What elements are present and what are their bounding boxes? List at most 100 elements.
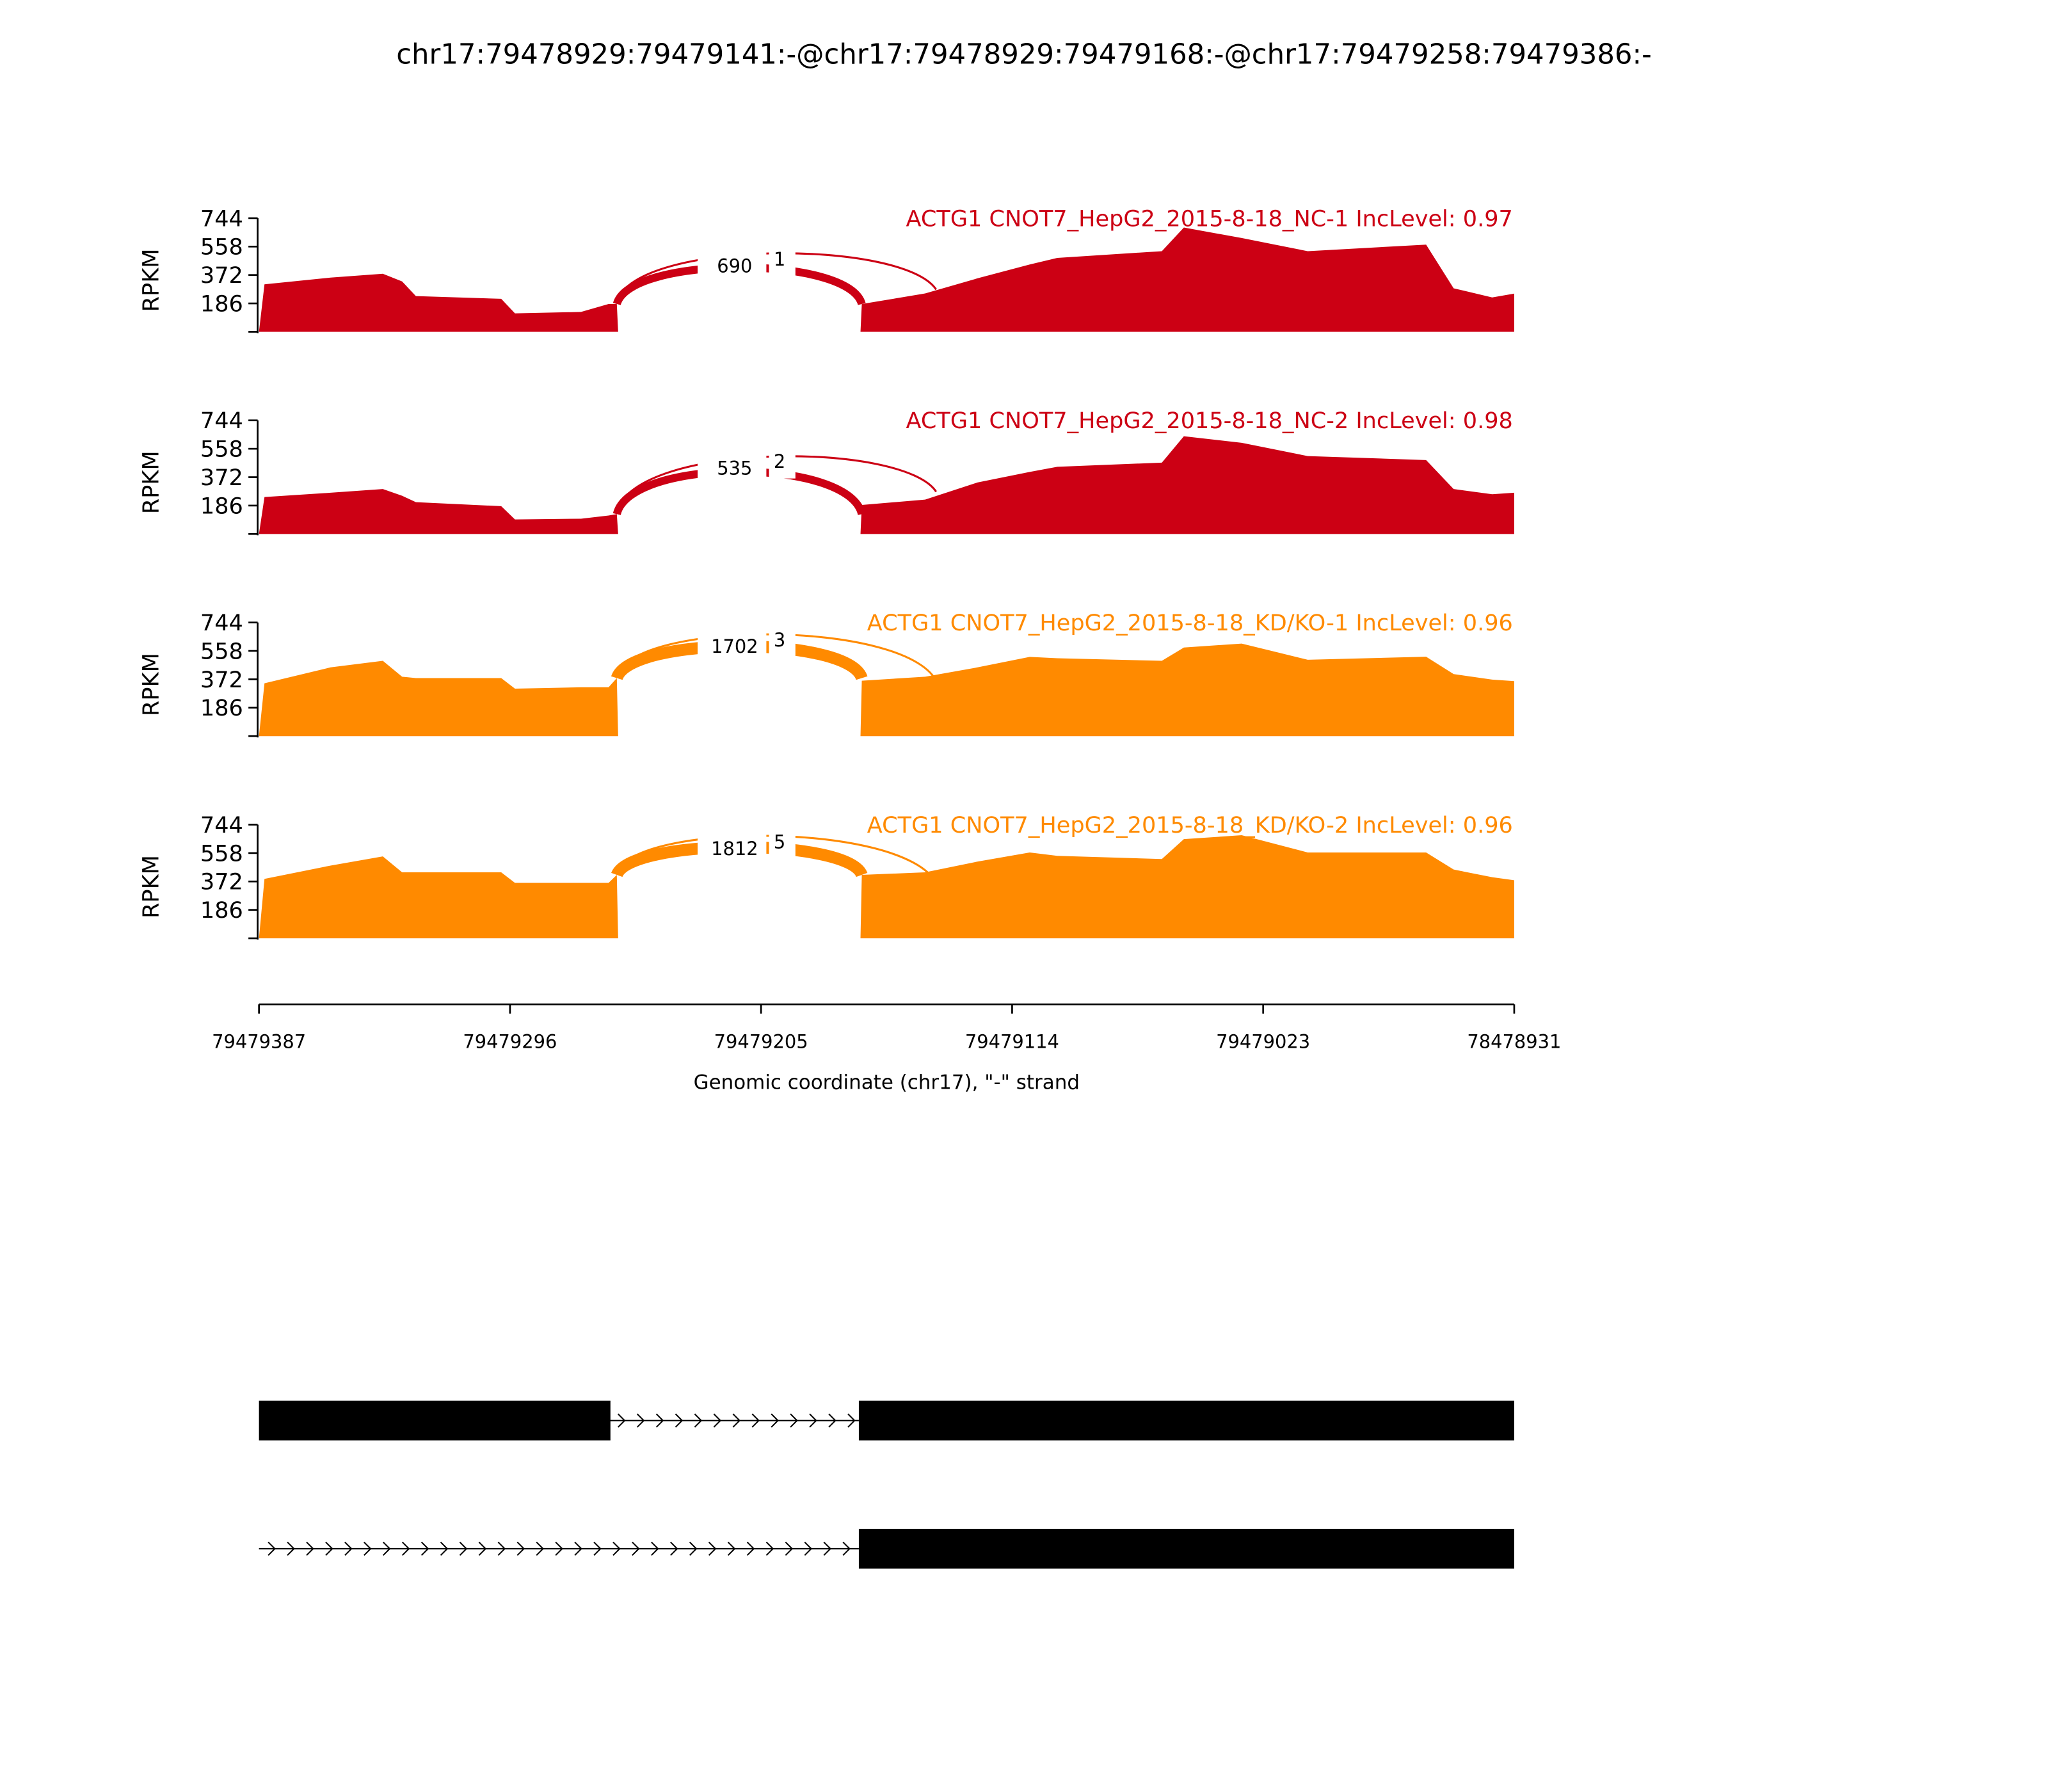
junction-label-box bbox=[698, 630, 767, 660]
strand-arrow-icon bbox=[636, 1413, 645, 1428]
exon-block bbox=[858, 1400, 1514, 1441]
y-tick-label: 744 bbox=[200, 812, 243, 838]
strand-arrow-icon bbox=[713, 1413, 722, 1428]
strand-arrow-icon bbox=[732, 1413, 741, 1428]
strand-arrow-icon bbox=[751, 1413, 760, 1428]
y-tick-label: 744 bbox=[200, 408, 243, 434]
strand-arrow-icon bbox=[809, 1413, 817, 1428]
junction-label-box bbox=[769, 627, 796, 657]
coverage-area bbox=[259, 436, 1514, 534]
strand-arrow-icon bbox=[593, 1541, 602, 1556]
y-tick-label: 372 bbox=[200, 262, 243, 289]
strand-arrow-icon bbox=[727, 1541, 736, 1556]
strand-arrow-icon bbox=[420, 1541, 429, 1556]
y-axis-label: RPKM bbox=[138, 451, 164, 514]
strand-arrow-icon bbox=[785, 1541, 794, 1556]
strand-arrow-icon bbox=[771, 1413, 779, 1428]
gene-model bbox=[259, 1400, 1514, 1441]
junction-label-box bbox=[698, 832, 767, 862]
strand-arrow-icon bbox=[790, 1413, 798, 1428]
sample-label: ACTG1 CNOT7_HepG2_2015-8-18_NC-1 IncLeve… bbox=[906, 205, 1513, 232]
y-tick-label: 558 bbox=[200, 234, 243, 260]
junction-label-box bbox=[769, 829, 796, 860]
strand-arrow-icon bbox=[516, 1541, 525, 1556]
junction-count-label: 2 bbox=[774, 451, 785, 472]
x-tick-label: 78478931 bbox=[1467, 1030, 1561, 1052]
strand-arrow-icon bbox=[574, 1541, 582, 1556]
strand-arrow-icon bbox=[689, 1541, 698, 1556]
strand-arrow-icon bbox=[708, 1541, 717, 1556]
junction-count-label: 3 bbox=[774, 629, 785, 651]
junction-label-box bbox=[769, 247, 796, 276]
strand-arrow-icon bbox=[746, 1541, 755, 1556]
y-tick-label: 372 bbox=[200, 869, 243, 895]
strand-arrow-icon bbox=[401, 1541, 410, 1556]
strand-arrow-icon bbox=[555, 1541, 563, 1556]
coverage-area bbox=[259, 643, 1514, 737]
strand-arrow-icon bbox=[306, 1541, 314, 1556]
y-axis-label: RPKM bbox=[138, 249, 164, 312]
x-tick-label: 79479387 bbox=[212, 1030, 306, 1052]
y-tick-label: 186 bbox=[200, 897, 243, 924]
strand-arrow-icon bbox=[478, 1541, 487, 1556]
y-tick-label: 744 bbox=[200, 610, 243, 636]
y-tick-label: 558 bbox=[200, 638, 243, 664]
strand-arrow-icon bbox=[440, 1541, 449, 1556]
strand-arrow-icon bbox=[382, 1541, 391, 1556]
strand-arrow-icon bbox=[828, 1413, 836, 1428]
junction-count-label: 535 bbox=[717, 457, 752, 479]
x-tick-label: 79479296 bbox=[463, 1030, 557, 1052]
strand-arrow-icon bbox=[675, 1413, 684, 1428]
strand-arrow-icon bbox=[823, 1541, 832, 1556]
strand-arrow-icon bbox=[847, 1413, 856, 1428]
sample-label: ACTG1 CNOT7_HepG2_2015-8-18_NC-2 IncLeve… bbox=[906, 408, 1513, 434]
exon-block bbox=[858, 1528, 1514, 1569]
junction-count-label: 1 bbox=[774, 248, 785, 270]
strand-arrow-icon bbox=[670, 1541, 678, 1556]
junction-label-box bbox=[769, 449, 796, 479]
coverage-area bbox=[259, 227, 1514, 332]
exon-block bbox=[259, 1400, 611, 1441]
y-tick-label: 186 bbox=[200, 493, 243, 519]
y-tick-label: 186 bbox=[200, 695, 243, 721]
gene-model bbox=[259, 1528, 1514, 1569]
y-axis-label: RPKM bbox=[138, 855, 164, 918]
x-tick-label: 79479114 bbox=[965, 1030, 1059, 1052]
junction-count-label: 690 bbox=[717, 255, 752, 277]
strand-arrow-icon bbox=[842, 1541, 851, 1556]
coverage-area bbox=[259, 835, 1514, 939]
strand-arrow-icon bbox=[268, 1541, 276, 1556]
x-axis-label: Genomic coordinate (chr17), "-" strand bbox=[694, 1071, 1080, 1094]
x-tick-label: 79479205 bbox=[714, 1030, 808, 1052]
junction-count-label: 1702 bbox=[711, 636, 758, 657]
strand-arrow-icon bbox=[287, 1541, 295, 1556]
strand-arrow-icon bbox=[536, 1541, 544, 1556]
strand-arrow-icon bbox=[765, 1541, 774, 1556]
gene-models bbox=[259, 1400, 1514, 1569]
junction-count-label: 1812 bbox=[711, 838, 758, 860]
junction-label-box bbox=[698, 452, 767, 481]
strand-arrow-icon bbox=[655, 1413, 664, 1428]
strand-arrow-icon bbox=[459, 1541, 468, 1556]
strand-arrow-icon bbox=[344, 1541, 353, 1556]
strand-arrow-icon bbox=[804, 1541, 813, 1556]
strand-arrow-icon bbox=[632, 1541, 640, 1556]
chart-title: chr17:79478929:79479141:-@chr17:79478929… bbox=[396, 38, 1652, 70]
y-tick-label: 744 bbox=[200, 205, 243, 232]
strand-arrow-icon bbox=[364, 1541, 372, 1556]
strand-arrow-icon bbox=[325, 1541, 333, 1556]
strand-arrow-icon bbox=[617, 1413, 626, 1428]
junction-label-box bbox=[698, 250, 767, 279]
y-tick-label: 558 bbox=[200, 436, 243, 463]
x-axis: 79479387 79479296 79479205 79479114 79479023… bbox=[212, 1003, 1561, 1052]
strand-arrow-icon bbox=[612, 1541, 621, 1556]
y-axis-label: RPKM bbox=[138, 653, 164, 716]
x-tick-label: 79479023 bbox=[1216, 1030, 1310, 1052]
y-tick-label: 372 bbox=[200, 667, 243, 693]
y-tick-label: 186 bbox=[200, 291, 243, 317]
